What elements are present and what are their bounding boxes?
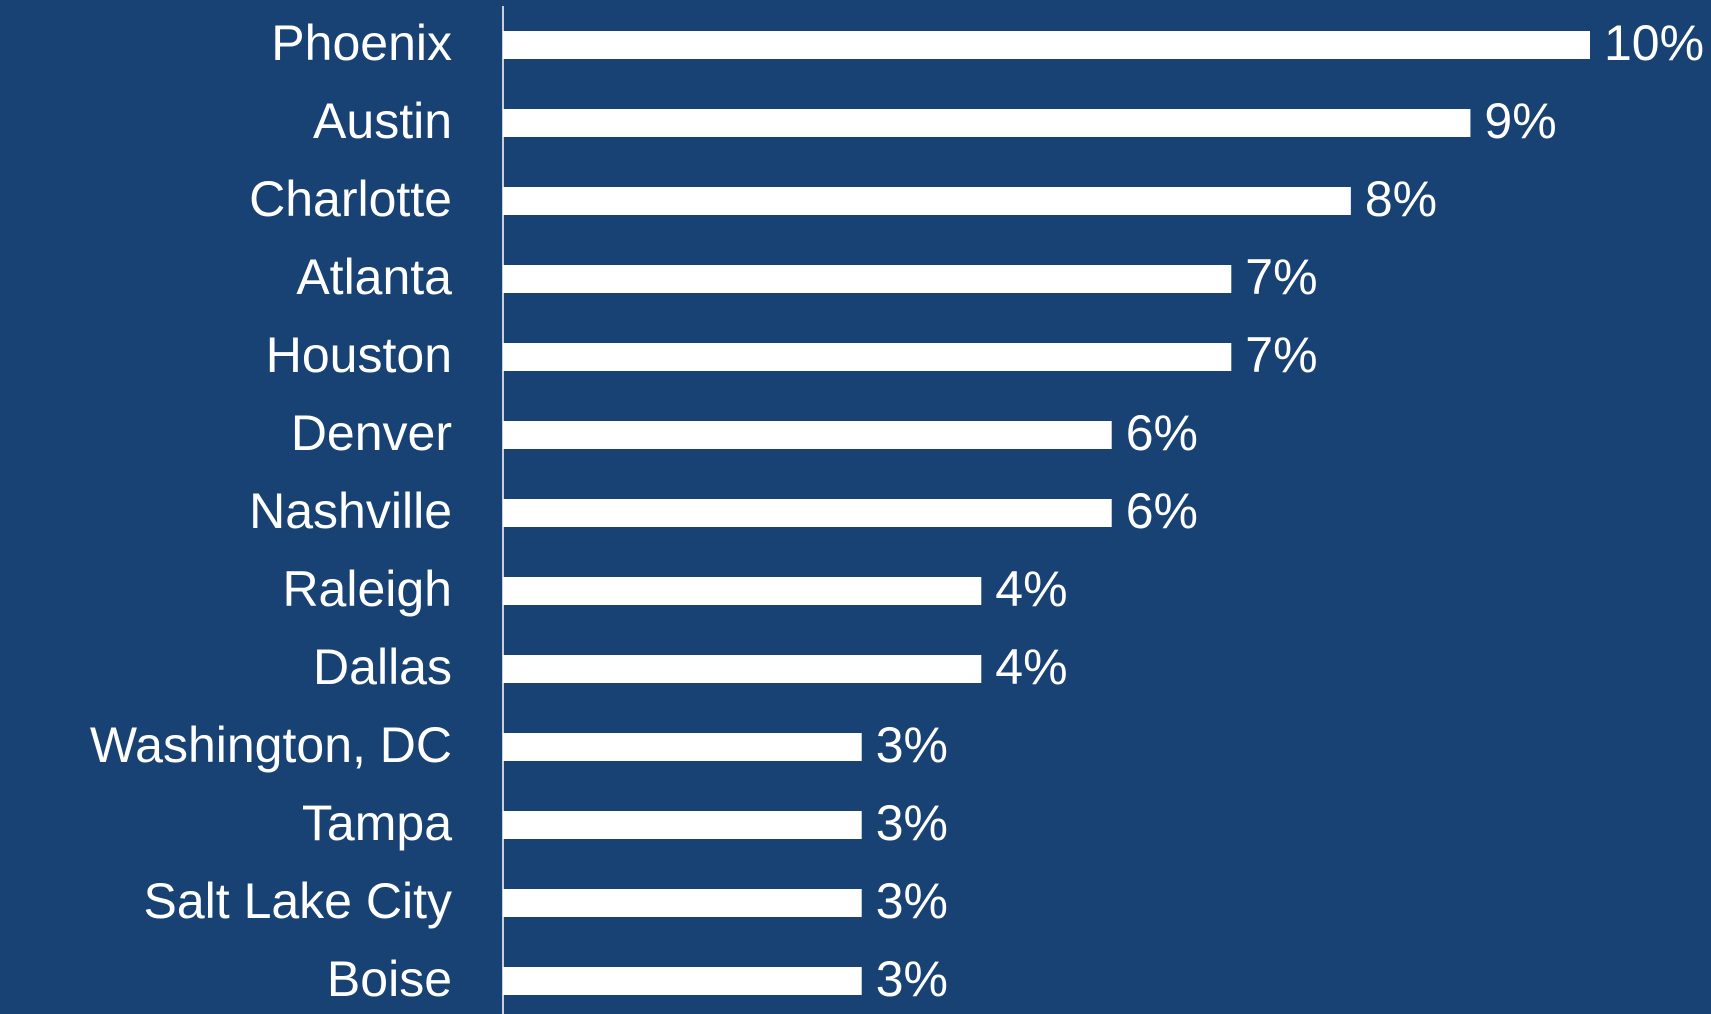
value-label: 3% [876, 951, 948, 1007]
bar [503, 577, 982, 605]
category-label: Atlanta [296, 249, 452, 305]
bar [503, 343, 1232, 371]
category-label: Phoenix [271, 15, 452, 71]
bar [503, 499, 1112, 527]
bar [503, 733, 862, 761]
bar [503, 265, 1232, 293]
category-label: Nashville [249, 483, 452, 539]
category-label: Salt Lake City [144, 873, 452, 929]
bar [503, 655, 982, 683]
value-label: 4% [995, 639, 1067, 695]
category-label: Boise [327, 951, 452, 1007]
category-label: Dallas [313, 639, 452, 695]
value-label: 7% [1245, 249, 1317, 305]
category-label: Tampa [302, 795, 452, 851]
value-label: 3% [876, 795, 948, 851]
category-label: Charlotte [249, 171, 452, 227]
bar [503, 811, 862, 839]
bar [503, 967, 862, 995]
category-label: Washington, DC [90, 717, 452, 773]
value-label: 6% [1126, 405, 1198, 461]
value-label: 9% [1484, 93, 1556, 149]
value-label: 4% [995, 561, 1067, 617]
value-label: 6% [1126, 483, 1198, 539]
value-label: 10% [1604, 15, 1704, 71]
value-label: 8% [1365, 171, 1437, 227]
category-label: Raleigh [282, 561, 452, 617]
bar [503, 187, 1351, 215]
bar [503, 421, 1112, 449]
bar [503, 31, 1590, 59]
category-label: Denver [291, 405, 452, 461]
value-label: 7% [1245, 327, 1317, 383]
bar [503, 109, 1471, 137]
bar [503, 889, 862, 917]
category-label: Austin [313, 93, 452, 149]
value-label: 3% [876, 873, 948, 929]
category-label: Houston [266, 327, 452, 383]
value-label: 3% [876, 717, 948, 773]
